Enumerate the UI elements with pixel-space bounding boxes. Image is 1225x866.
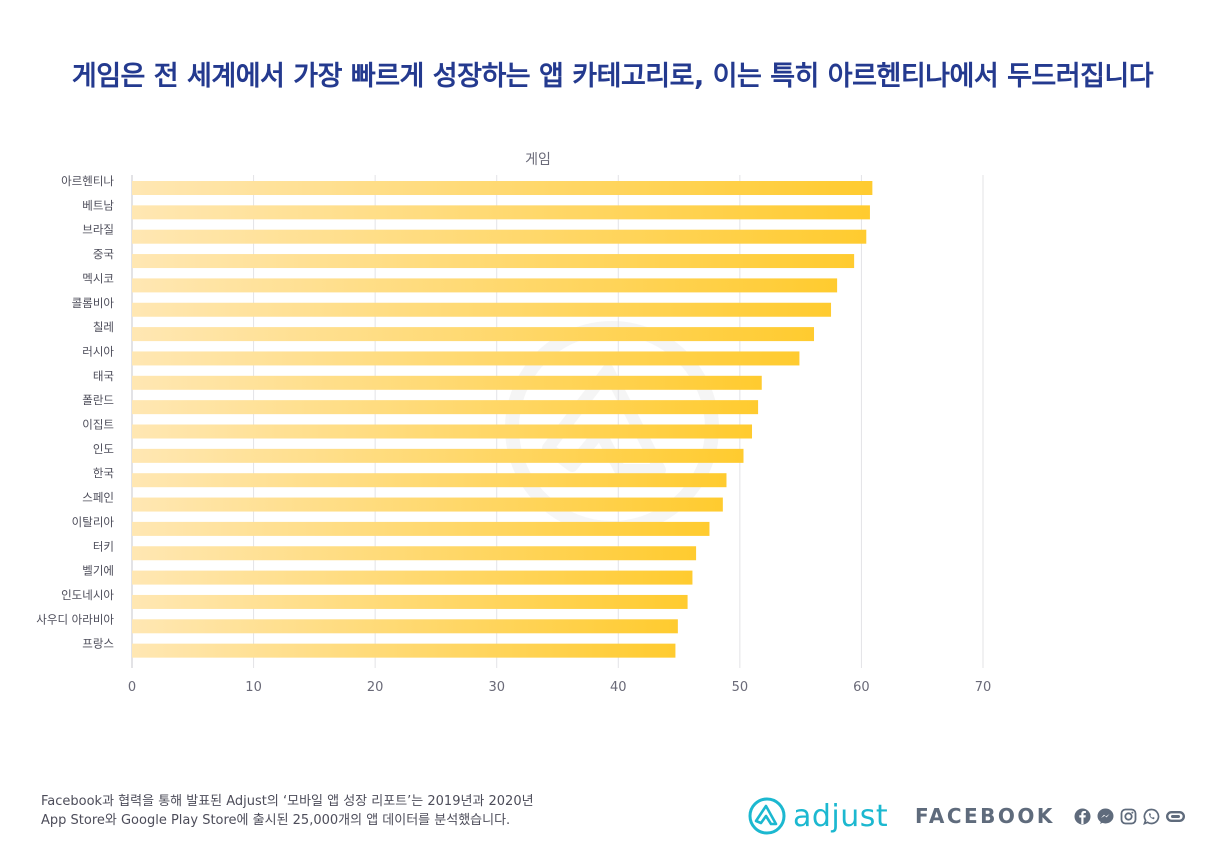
bar <box>132 254 855 269</box>
bar <box>132 351 800 366</box>
messenger-icon <box>1097 808 1114 829</box>
bar <box>132 302 832 317</box>
category-label: 콜롬비아 <box>72 296 115 310</box>
category-label: 프랑스 <box>82 637 114 651</box>
bar <box>132 643 676 658</box>
category-label: 중국 <box>93 247 114 261</box>
category-label: 인도네시아 <box>61 588 114 602</box>
category-label: 러시아 <box>82 344 114 358</box>
bar <box>132 278 838 293</box>
category-label: 브라질 <box>82 223 114 237</box>
bar <box>132 497 723 512</box>
x-tick-label: 40 <box>610 680 627 695</box>
page-title: 게임은 전 세계에서 가장 빠르게 성장하는 앱 카테고리로, 이는 특히 아르… <box>71 61 1154 92</box>
x-tick-label: 50 <box>732 680 749 695</box>
category-label: 이탈리아 <box>72 515 115 529</box>
bar <box>132 521 710 536</box>
category-label: 이집트 <box>82 418 114 432</box>
x-tick-label: 30 <box>488 680 505 695</box>
facebook-icon <box>1074 808 1091 829</box>
category-label: 인도 <box>93 442 114 456</box>
instagram-icon <box>1120 808 1137 829</box>
x-tick-label: 20 <box>367 680 384 695</box>
category-label: 벨기에 <box>82 564 114 578</box>
x-tick-label: 0 <box>128 680 136 695</box>
category-label: 한국 <box>93 466 114 480</box>
bar <box>132 375 762 390</box>
x-tick-label: 60 <box>853 680 870 695</box>
source-note: Facebook과 협력을 통해 발표된 Adjust의 ‘모바일 앱 성장 리… <box>41 792 534 830</box>
category-label: 사우디 아라비아 <box>36 612 114 626</box>
adjust-logo-text: adjust <box>793 798 889 834</box>
source-note-line-2: App Store와 Google Play Store에 출시된 25,000… <box>41 813 511 828</box>
bar <box>132 546 697 561</box>
category-label: 폴란드 <box>82 393 114 407</box>
category-label: 칠레 <box>93 320 114 334</box>
bar <box>132 205 870 220</box>
oculus-icon <box>1166 808 1186 829</box>
bar <box>132 619 678 634</box>
bar <box>132 570 693 585</box>
category-label: 멕시코 <box>82 271 114 285</box>
bar <box>132 448 744 463</box>
facebook-brand-icons <box>1074 808 1186 829</box>
bar-chart: 아르헨티나베트남브라질중국멕시코콜롬비아칠레러시아태국폴란드이집트인도한국스페인… <box>36 152 992 695</box>
x-tick-label: 10 <box>245 680 262 695</box>
chart-title: 게임 <box>525 152 551 168</box>
bar <box>132 229 867 244</box>
bar <box>132 594 688 609</box>
x-tick-label: 70 <box>975 680 992 695</box>
category-label: 태국 <box>93 369 114 383</box>
adjust-logo-icon <box>748 797 786 835</box>
bar <box>132 181 873 195</box>
facebook-logo-text: FACEBOOK <box>915 804 1055 828</box>
bar <box>132 473 727 488</box>
whatsapp-icon <box>1143 808 1160 829</box>
category-label: 스페인 <box>82 491 114 505</box>
source-note-line-1: Facebook과 협력을 통해 발표된 Adjust의 ‘모바일 앱 성장 리… <box>41 794 534 809</box>
category-label: 아르헨티나 <box>61 174 114 188</box>
bar <box>132 400 759 415</box>
category-label: 베트남 <box>82 198 114 212</box>
bar <box>132 424 753 439</box>
bar <box>132 327 815 342</box>
category-label: 터키 <box>93 539 114 553</box>
adjust-logo: adjust <box>747 795 888 837</box>
